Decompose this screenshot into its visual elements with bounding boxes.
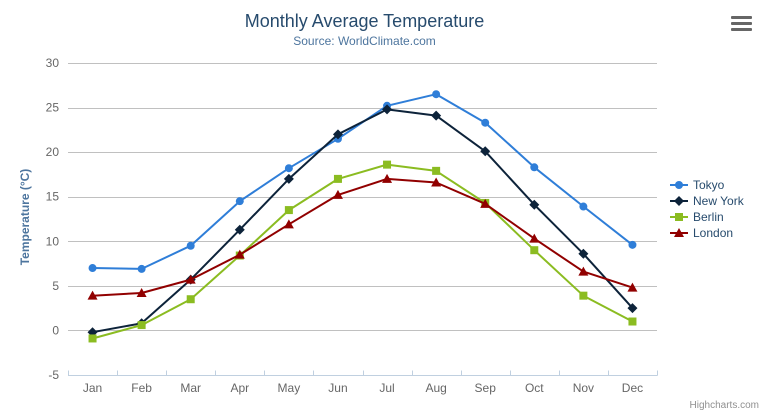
x-axis-label: Jul <box>379 381 394 395</box>
legend-item-label: New York <box>693 194 744 208</box>
point-tokyo-nov[interactable] <box>579 202 588 211</box>
x-axis-label: Mar <box>180 381 201 395</box>
point-london-oct[interactable] <box>529 233 540 243</box>
point-berlin-jul[interactable] <box>383 160 392 169</box>
point-berlin-feb[interactable] <box>137 321 146 330</box>
point-tokyo-jan[interactable] <box>88 264 97 273</box>
chart-subtitle: Source: WorldClimate.com <box>293 34 436 48</box>
series-line-london <box>91 177 634 297</box>
point-tokyo-apr[interactable] <box>235 197 244 206</box>
series-line-berlin <box>91 163 634 340</box>
point-london-nov[interactable] <box>578 266 589 276</box>
series-tokyo <box>88 90 637 273</box>
point-berlin-dec[interactable] <box>628 317 637 326</box>
point-berlin-mar[interactable] <box>186 295 195 304</box>
y-axis-label: 10 <box>46 234 60 248</box>
y-axis-label: 30 <box>46 56 60 70</box>
point-london-sep[interactable] <box>480 198 491 208</box>
x-axis-label: Apr <box>230 381 249 395</box>
point-london-jan[interactable] <box>87 290 98 300</box>
legend-item-label: London <box>693 226 734 240</box>
x-axis-label: May <box>278 381 301 395</box>
point-berlin-may[interactable] <box>284 206 293 215</box>
point-berlin-aug[interactable] <box>432 166 441 175</box>
y-axis-label: -5 <box>48 368 59 382</box>
point-new-york-may[interactable] <box>283 173 294 184</box>
export-menu-button[interactable] <box>729 14 757 36</box>
legend-marker-triangle-icon <box>670 228 688 237</box>
point-tokyo-dec[interactable] <box>628 240 637 249</box>
point-new-york-apr[interactable] <box>234 224 245 235</box>
series-new-york <box>87 104 638 338</box>
chart-title: Monthly Average Temperature <box>244 11 485 31</box>
point-london-mar[interactable] <box>185 274 196 284</box>
point-new-york-sep[interactable] <box>480 146 491 157</box>
point-berlin-jun[interactable] <box>333 174 342 183</box>
legend-item-berlin[interactable]: Berlin <box>670 209 744 225</box>
point-new-york-oct[interactable] <box>529 199 540 210</box>
legend-item-label: Tokyo <box>693 178 725 192</box>
legend-symbol <box>675 213 683 221</box>
y-axis-label: 25 <box>46 101 60 115</box>
y-axis-label: 5 <box>52 279 59 293</box>
y-axis-label: 15 <box>46 190 60 204</box>
x-axis-label: Aug <box>425 381 446 395</box>
x-axis-label: Dec <box>622 381 643 395</box>
x-axis-label: Sep <box>475 381 497 395</box>
legend-marker-circle-icon <box>670 181 688 189</box>
series-line-new-york <box>91 108 634 334</box>
legend-marker-square-icon <box>670 213 688 221</box>
point-berlin-jan[interactable] <box>88 334 97 343</box>
point-tokyo-aug[interactable] <box>432 90 441 99</box>
series-line-tokyo <box>91 93 634 270</box>
x-axis-label: Nov <box>573 381 594 395</box>
point-london-jun[interactable] <box>332 189 343 199</box>
series-london <box>87 173 638 300</box>
point-new-york-jun[interactable] <box>332 129 343 140</box>
point-tokyo-sep[interactable] <box>481 118 490 127</box>
legend-item-tokyo[interactable]: Tokyo <box>670 177 744 193</box>
point-new-york-dec[interactable] <box>627 303 638 314</box>
point-berlin-oct[interactable] <box>530 246 539 255</box>
legend-item-new-york[interactable]: New York <box>670 193 744 209</box>
x-axis-label: Feb <box>131 381 152 395</box>
hamburger-icon <box>731 16 755 31</box>
point-tokyo-mar[interactable] <box>186 241 195 250</box>
point-berlin-nov[interactable] <box>579 291 588 300</box>
legend-symbol <box>674 196 684 206</box>
legend-symbol <box>675 181 683 189</box>
point-london-aug[interactable] <box>431 177 442 187</box>
x-axis-label: Jan <box>83 381 102 395</box>
point-new-york-nov[interactable] <box>578 248 589 259</box>
point-london-may[interactable] <box>283 219 294 229</box>
y-axis-label: 0 <box>52 323 59 337</box>
point-london-feb[interactable] <box>136 287 147 297</box>
point-new-york-aug[interactable] <box>431 110 442 121</box>
y-axis-title: Temperature (°C) <box>18 168 32 266</box>
point-london-jul[interactable] <box>382 173 393 183</box>
legend-item-label: Berlin <box>693 210 724 224</box>
legend: Tokyo New York Berlin London <box>670 177 744 241</box>
point-new-york-jul[interactable] <box>382 104 393 115</box>
point-tokyo-feb[interactable] <box>137 264 146 273</box>
point-london-apr[interactable] <box>234 249 245 259</box>
x-axis-label: Oct <box>525 381 544 395</box>
legend-symbol <box>674 228 684 237</box>
point-tokyo-may[interactable] <box>284 164 293 173</box>
point-london-dec[interactable] <box>627 282 638 292</box>
x-axis-label: Jun <box>328 381 347 395</box>
point-tokyo-oct[interactable] <box>530 163 539 172</box>
credits-link[interactable]: Highcharts.com <box>689 400 759 411</box>
y-axis-label: 20 <box>46 145 60 159</box>
legend-item-london[interactable]: London <box>670 225 744 241</box>
legend-marker-diamond-icon <box>670 196 688 206</box>
